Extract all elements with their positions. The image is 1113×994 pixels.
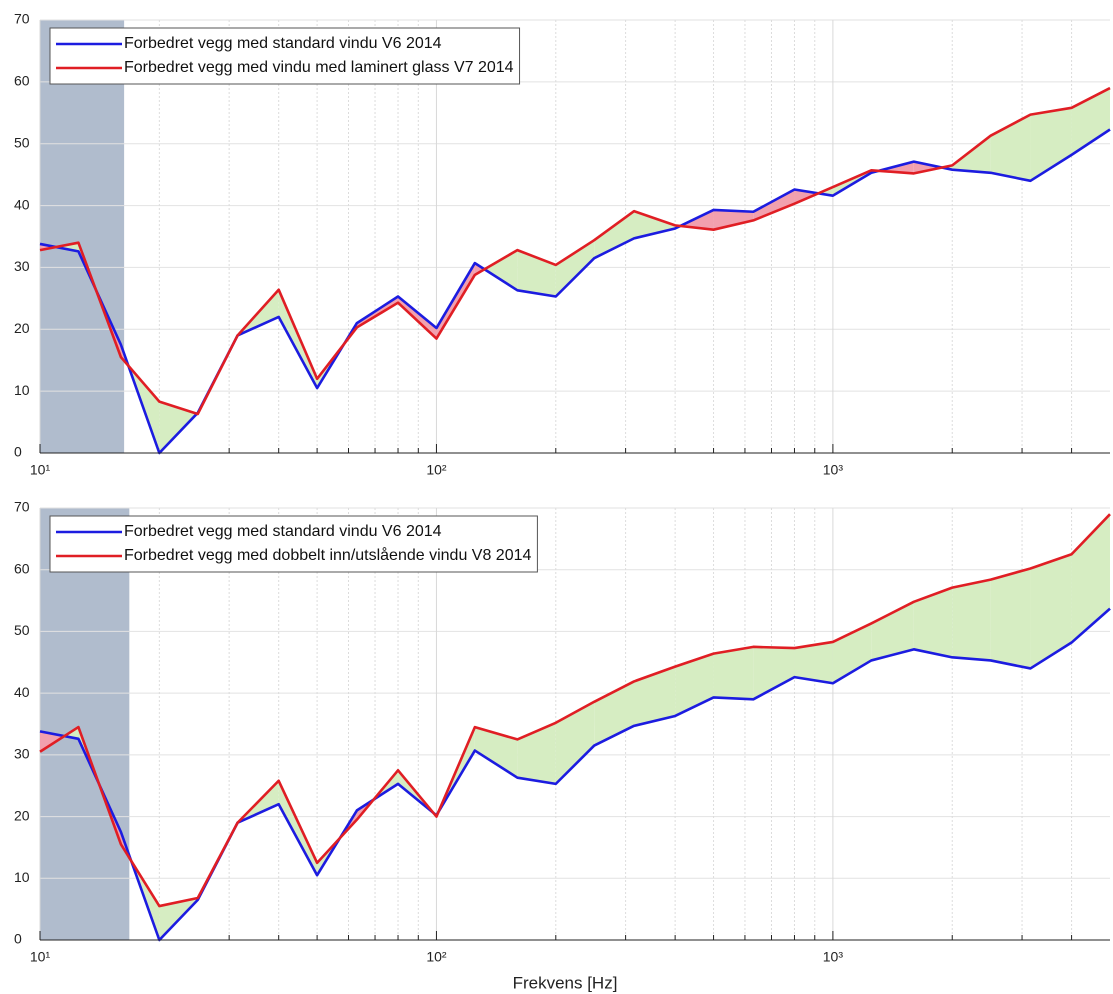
fill-between	[952, 579, 991, 661]
fill-between	[159, 401, 197, 453]
fill-between	[1071, 514, 1110, 643]
fill-between	[484, 250, 518, 291]
x-tick-label: 10¹	[30, 949, 51, 965]
fill-between	[913, 587, 953, 658]
plot: 0 10 20 30 40 50 60 70 10¹ 10² 10³ Frekvens [Hz] For…	[14, 499, 1111, 992]
series-line	[39, 513, 1111, 908]
y-tick-label: 10	[14, 869, 30, 885]
legend-label: Forbedret vegg med vindu med laminert gl…	[124, 59, 514, 76]
fill-between	[555, 701, 595, 784]
fill-between	[1030, 554, 1072, 669]
y-tick-label: 40	[14, 684, 30, 700]
fill-between	[1030, 107, 1072, 181]
x-tick-label: 10³	[823, 462, 844, 478]
x-tick-label: 10²	[426, 949, 447, 965]
y-tick-label: 20	[14, 320, 30, 336]
fill-between	[278, 780, 318, 876]
y-tick-label: 10	[14, 382, 30, 398]
y-tick-label: 20	[14, 807, 30, 823]
legend: Forbedret vegg med standard vindu V6 201…	[49, 27, 521, 85]
shaded-band	[40, 508, 130, 940]
x-tick-label: 10³	[823, 949, 844, 965]
y-tick-label: 50	[14, 134, 30, 150]
y-tick-label: 0	[14, 931, 22, 947]
y-tick-label: 30	[14, 258, 30, 274]
fill-between	[634, 666, 676, 726]
legend-label: Forbedret vegg med standard vindu V6 201…	[124, 523, 442, 540]
fill-between	[753, 646, 795, 700]
y-tick-label: 40	[14, 196, 30, 212]
y-tick-label: 70	[14, 11, 30, 27]
fill-between	[753, 189, 795, 221]
legend-label: Forbedret vegg med standard vindu V6 201…	[124, 35, 442, 52]
fill-between	[952, 135, 991, 173]
fill-between	[713, 209, 754, 230]
x-tick-label: 10¹	[30, 462, 51, 478]
y-tick-label: 30	[14, 746, 30, 762]
y-tick-label: 60	[14, 560, 30, 576]
legend-label: Forbedret vegg med dobbelt inn/utslående…	[124, 546, 532, 564]
series-line	[39, 128, 1111, 455]
fill-between	[713, 646, 754, 700]
legend: Forbedret vegg med standard vindu V6 201…	[49, 515, 538, 573]
fill-between	[474, 727, 518, 778]
fill-between	[594, 211, 635, 259]
fill-between	[634, 211, 676, 239]
fill-between	[555, 240, 595, 297]
y-tick-label: 70	[14, 499, 30, 515]
x-tick-label: 10²	[426, 462, 447, 478]
fill-between	[794, 641, 833, 684]
fill-between	[1071, 88, 1110, 155]
plot: 0 10 20 30 40 50 60 70 10¹ 10² 10³ Forbedret vegg m…	[14, 11, 1111, 478]
series-line	[39, 86, 1111, 416]
x-axis-label: Frekvens [Hz]	[513, 973, 618, 992]
y-tick-label: 50	[14, 622, 30, 638]
y-tick-label: 60	[14, 73, 30, 89]
fill-between	[517, 722, 556, 784]
legend-box	[49, 515, 538, 573]
legend-box	[49, 27, 521, 85]
fill-between	[436, 263, 475, 339]
fill-between	[675, 653, 714, 716]
fill-between	[913, 161, 942, 174]
shaded-band	[40, 20, 125, 453]
fill-between	[871, 601, 914, 661]
y-tick-label: 0	[14, 444, 22, 460]
fill-between	[990, 568, 1031, 669]
